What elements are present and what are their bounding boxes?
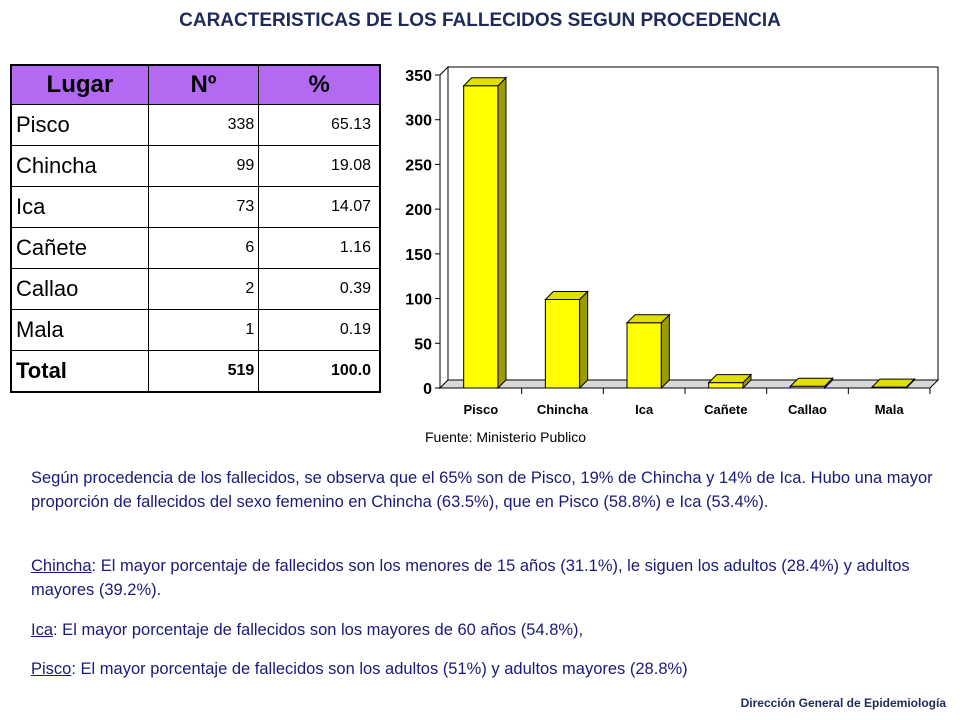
- cell-percent: 65.13: [258, 104, 381, 146]
- chart-source-note: Fuente: Ministerio Publico: [425, 429, 587, 445]
- header-number: Nº: [147, 64, 260, 105]
- table-row: Pisco 338 65.13: [10, 104, 381, 146]
- y-tick-label: 350: [405, 68, 432, 85]
- header-lugar: Lugar: [10, 64, 149, 105]
- x-tick-label: Mala: [875, 402, 905, 417]
- bar-top: [544, 290, 589, 300]
- chart-floor: [438, 379, 940, 389]
- bar: [463, 85, 499, 389]
- chart-side-wall: [439, 65, 449, 390]
- deaths-by-origin-table: Lugar Nº % Pisco 338 65.13 Chincha 99 19…: [10, 64, 381, 393]
- chincha-text: : El mayor porcentaje de fallecidos son …: [31, 557, 910, 599]
- bar-top: [462, 77, 508, 87]
- table-row: Ica 73 14.07: [10, 186, 381, 228]
- y-tick-label: 50: [414, 336, 432, 353]
- y-tick-label: 300: [405, 113, 432, 130]
- cell-number: 2: [147, 268, 260, 310]
- cell-lugar: Pisco: [10, 104, 149, 146]
- table-row: Chincha 99 19.08: [10, 145, 381, 187]
- table-total-row: Total 519 100.0: [10, 350, 381, 393]
- bar-side: [579, 290, 589, 390]
- x-tick-label: Callao: [788, 402, 827, 417]
- header-percent: %: [258, 64, 381, 105]
- table-row: Mala 1 0.19: [10, 309, 381, 351]
- bar-top: [789, 377, 834, 387]
- bar-top: [870, 378, 916, 388]
- deaths-bar-chart: 0 50 100 150 200 250 300 350 Pisco Chincha Ica Cañe…: [405, 65, 940, 417]
- cell-number: 1: [147, 309, 260, 351]
- x-tick-label: Chincha: [537, 402, 589, 417]
- y-tick-label: 150: [405, 247, 432, 264]
- cell-percent: 19.08: [258, 145, 381, 187]
- bar-side: [497, 76, 507, 390]
- paragraph-summary: Según procedencia de los fallecidos, se …: [31, 466, 951, 514]
- summary-text: Según procedencia de los fallecidos, se …: [31, 469, 933, 511]
- paragraph-chincha: Chincha: El mayor porcentaje de fallecid…: [31, 554, 951, 602]
- y-tick-label: 200: [405, 202, 432, 219]
- cell-number: 6: [147, 227, 260, 269]
- cell-lugar: Chincha: [10, 145, 149, 187]
- cell-percent: 14.07: [258, 186, 381, 228]
- x-tick-label: Ica: [635, 402, 654, 417]
- bar: [544, 298, 581, 389]
- table-header-row: Lugar Nº %: [10, 64, 381, 105]
- y-tick-label: 250: [405, 157, 432, 174]
- paragraph-pisco: Pisco: El mayor porcentaje de fallecidos…: [31, 657, 951, 681]
- x-tick-label: Cañete: [704, 402, 747, 417]
- cell-number: 99: [147, 145, 260, 187]
- chincha-label: Chincha: [31, 557, 92, 575]
- cell-total-number: 519: [147, 350, 260, 393]
- cell-lugar: Callao: [10, 268, 149, 310]
- cell-number: 338: [147, 104, 260, 146]
- ica-label: Ica: [31, 621, 54, 639]
- cell-lugar: Mala: [10, 309, 149, 351]
- footer-credit: Dirección General de Epidemiología: [740, 696, 946, 710]
- bar-side: [660, 313, 670, 390]
- y-tick-label: 0: [423, 381, 432, 398]
- ica-text: : El mayor porcentaje de fallecidos son …: [53, 621, 584, 639]
- page-title: CARACTERISTICAS DE LOS FALLECIDOS SEGUN …: [179, 10, 781, 31]
- cell-percent: 0.39: [258, 268, 381, 310]
- bar: [708, 382, 744, 389]
- bar-top: [707, 374, 753, 384]
- cell-total-percent: 100.0: [258, 350, 381, 393]
- bar: [626, 322, 662, 389]
- cell-lugar: Ica: [10, 186, 149, 228]
- table-row: Callao 2 0.39: [10, 268, 381, 310]
- cell-number: 73: [147, 186, 260, 228]
- cell-percent: 0.19: [258, 309, 381, 351]
- chart-back-wall: [447, 66, 939, 381]
- pisco-text: : El mayor porcentaje de fallecidos son …: [71, 660, 688, 678]
- cell-lugar: Cañete: [10, 227, 149, 269]
- cell-percent: 1.16: [258, 227, 381, 269]
- y-tick-label: 100: [405, 292, 432, 309]
- table-row: Cañete 6 1.16: [10, 227, 381, 269]
- bar-top: [625, 314, 671, 324]
- x-tick-label: Pisco: [463, 402, 498, 417]
- cell-total-label: Total: [10, 350, 149, 393]
- paragraph-ica: Ica: El mayor porcentaje de fallecidos s…: [31, 618, 951, 642]
- pisco-label: Pisco: [31, 660, 72, 678]
